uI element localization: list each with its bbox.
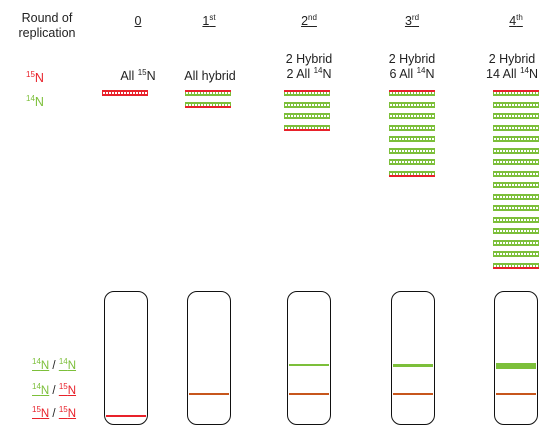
dna-molecule <box>284 101 330 108</box>
dna-molecule <box>185 101 231 108</box>
round-label-4: 4th <box>509 12 523 28</box>
dna-molecule <box>493 216 539 223</box>
round-4-description: 2 Hybrid 14 All 14N <box>486 52 538 81</box>
dna-molecule <box>493 182 539 188</box>
dna-molecule <box>493 101 539 108</box>
dna-molecule <box>389 136 435 142</box>
dna-molecule <box>389 170 435 177</box>
dna-molecule <box>284 90 330 96</box>
band-hybrid <box>289 393 329 395</box>
round-label-3: 3rd <box>404 12 420 28</box>
isotope-key-light: 14N <box>26 93 44 109</box>
tube-round-1 <box>187 291 231 425</box>
band-light <box>289 364 329 366</box>
dna-molecule <box>389 147 435 154</box>
dna-molecule <box>493 170 539 177</box>
dna-molecule <box>493 136 539 142</box>
round-label-0: 0 <box>134 14 142 28</box>
dna-molecule <box>389 101 435 108</box>
round-label-2: 2nd <box>301 12 317 28</box>
dna-molecule <box>389 124 435 131</box>
round-0-description: All 15N <box>120 67 156 83</box>
dna-molecule <box>185 90 231 96</box>
isotope-key-heavy: 15N <box>26 69 44 85</box>
band-heavy <box>106 415 146 417</box>
dna-molecule <box>493 159 539 165</box>
band-hybrid <box>496 393 536 395</box>
round-1-description: All hybrid <box>184 69 236 83</box>
dna-stack-round-2 <box>284 90 330 135</box>
tube-legend-light-light: 14N / 14N <box>32 357 77 372</box>
tube-round-2 <box>287 291 331 425</box>
tube-round-0 <box>104 291 148 425</box>
round-header-line2: replication <box>18 26 76 40</box>
dna-molecule <box>493 239 539 246</box>
round-3-description: 2 Hybrid 6 All 14N <box>388 52 436 81</box>
dna-molecule <box>493 147 539 154</box>
band-hybrid <box>393 393 433 395</box>
dna-molecule <box>284 124 330 131</box>
dna-molecule <box>284 113 330 119</box>
dna-molecule <box>493 228 539 234</box>
round-label-1: 1st <box>202 12 216 28</box>
tube-legend-heavy-heavy: 15N / 15N <box>32 405 77 420</box>
round-header: Round of replication <box>12 11 82 41</box>
dna-molecule <box>389 159 435 165</box>
dna-stack-round-3 <box>389 90 435 180</box>
dna-molecule <box>493 193 539 200</box>
dna-molecule <box>389 113 435 119</box>
dna-molecule <box>493 124 539 131</box>
tube-round-4 <box>494 291 538 425</box>
dna-molecule <box>493 205 539 211</box>
dna-molecule <box>102 90 148 96</box>
band-hybrid <box>189 393 229 395</box>
dna-stack-round-0 <box>102 90 148 100</box>
dna-molecule <box>493 251 539 257</box>
dna-molecule <box>389 90 435 96</box>
band-light <box>496 363 536 369</box>
round-2-description: 2 Hybrid 2 All 14N <box>285 52 333 81</box>
tube-legend-light-heavy: 14N / 15N <box>32 382 77 397</box>
dna-stack-round-4 <box>493 90 539 272</box>
band-light <box>393 364 433 367</box>
dna-stack-round-1 <box>185 90 231 110</box>
dna-molecule <box>493 113 539 119</box>
tube-round-3 <box>391 291 435 425</box>
dna-molecule <box>493 262 539 269</box>
dna-molecule <box>493 90 539 96</box>
round-header-line1: Round of <box>21 11 73 25</box>
